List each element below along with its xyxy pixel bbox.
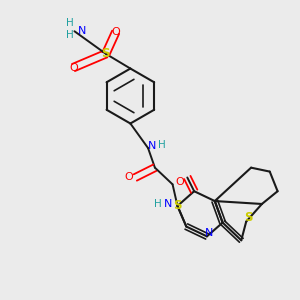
Text: N: N: [78, 26, 86, 36]
Text: H: H: [66, 18, 74, 28]
Text: N: N: [205, 228, 213, 239]
Text: N: N: [164, 199, 172, 209]
Text: O: O: [175, 177, 184, 188]
Text: S: S: [173, 200, 182, 212]
Text: S: S: [102, 47, 110, 60]
Text: O: O: [69, 63, 78, 73]
Text: H: H: [66, 30, 74, 40]
Text: O: O: [111, 27, 120, 37]
Text: H: H: [158, 140, 166, 150]
Text: H: H: [154, 199, 162, 209]
Text: S: S: [244, 211, 252, 224]
Text: N: N: [148, 141, 156, 151]
Text: O: O: [124, 172, 133, 182]
